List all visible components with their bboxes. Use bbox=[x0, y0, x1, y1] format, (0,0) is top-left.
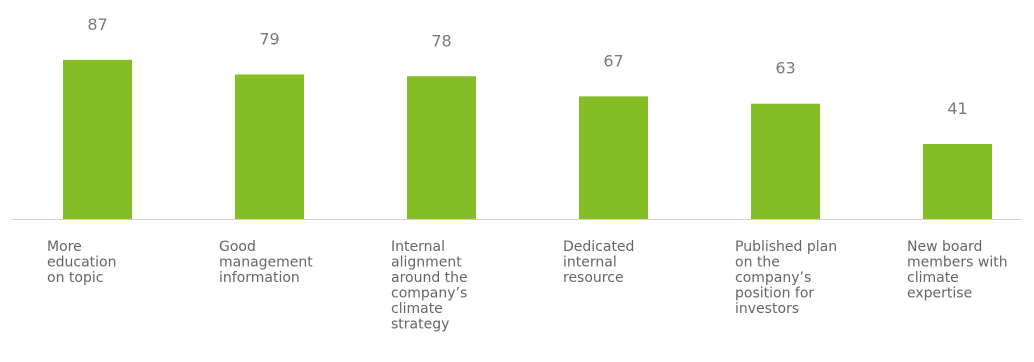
bar-6 bbox=[923, 143, 992, 219]
bar-2 bbox=[235, 74, 304, 220]
data-label-6: 41 bbox=[947, 99, 967, 118]
bar-3 bbox=[407, 76, 476, 219]
bar-1 bbox=[63, 59, 132, 219]
category-label-1: More education on topic bbox=[47, 239, 116, 286]
category-label-3: Internal alignment around the company’s clim… bbox=[391, 239, 468, 333]
category-label-4: Dedicated internal resource bbox=[563, 239, 634, 286]
bars-group bbox=[63, 59, 992, 220]
category-labels-group: More education on topic Good management infor… bbox=[47, 239, 1008, 333]
data-label-5: 63 bbox=[775, 59, 795, 78]
category-label-5: Published plan on the company’s position fo… bbox=[735, 239, 837, 317]
category-label-2: Good management information bbox=[219, 239, 313, 286]
data-label-3: 78 bbox=[431, 31, 451, 50]
data-label-4: 67 bbox=[603, 51, 623, 70]
bar-5 bbox=[751, 103, 820, 219]
data-labels-group: 87 79 78 67 63 41 bbox=[87, 15, 967, 118]
data-label-1: 87 bbox=[87, 15, 107, 34]
bar-4 bbox=[579, 96, 648, 219]
data-label-2: 79 bbox=[259, 29, 279, 48]
category-label-6: New board members with climate expertise bbox=[907, 239, 1008, 302]
